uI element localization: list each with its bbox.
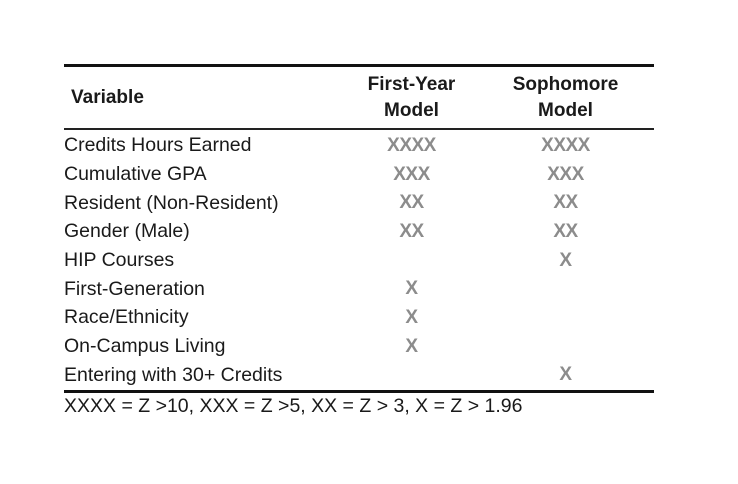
header-first-year-line2: Model <box>384 99 439 121</box>
header-sophomore-line1: Sophomore <box>512 73 619 95</box>
row-first-year-mark: X <box>405 335 418 357</box>
top-rule <box>64 64 654 67</box>
row-variable: Gender (Male) <box>64 220 190 243</box>
bottom-rule <box>64 389 654 393</box>
header-first-year-line1: First-Year <box>367 73 456 95</box>
table-row: Credits Hours Earned XXXX XXXX <box>64 132 654 161</box>
row-first-year-mark: X <box>405 306 418 328</box>
row-variable: Entering with 30+ Credits <box>64 363 283 386</box>
table-row: Entering with 30+ Credits X <box>64 361 654 390</box>
row-variable: On-Campus Living <box>64 335 226 358</box>
header-first-year-model: First-Year Model <box>346 72 477 124</box>
table-row: Cumulative GPA XXX XXX <box>64 160 654 189</box>
row-sophomore-mark: XX <box>553 192 578 214</box>
row-first-year-mark: X <box>405 278 418 300</box>
row-variable: Resident (Non-Resident) <box>64 191 279 214</box>
significance-table: Variable First-Year Model Sophomore Mode… <box>64 64 654 393</box>
row-sophomore-mark: X <box>559 364 572 386</box>
row-variable: HIP Courses <box>64 249 175 272</box>
row-variable: First-Generation <box>64 277 205 300</box>
table-row: First-Generation X <box>64 275 654 304</box>
row-sophomore-mark: X <box>559 249 572 271</box>
header-row: Variable First-Year Model Sophomore Mode… <box>64 67 654 128</box>
table-row: Race/Ethnicity X <box>64 304 654 333</box>
row-variable: Cumulative GPA <box>64 163 207 186</box>
table-row: Gender (Male) XX XX <box>64 218 654 247</box>
row-first-year-mark: XX <box>399 220 424 242</box>
table-row: HIP Courses X <box>64 246 654 275</box>
row-first-year-mark: XX <box>399 192 424 214</box>
row-variable: Race/Ethnicity <box>64 306 189 329</box>
row-variable: Credits Hours Earned <box>64 134 252 157</box>
header-sophomore-model: Sophomore Model <box>477 72 654 124</box>
table-row: Resident (Non-Resident) XX XX <box>64 189 654 218</box>
table-footnote: XXXX = Z >10, XXX = Z >5, XX = Z > 3, X … <box>64 395 523 417</box>
table-body: Credits Hours Earned XXXX XXXX Cumulativ… <box>64 130 654 390</box>
header-rule <box>64 128 654 130</box>
header-variable: Variable <box>71 86 144 108</box>
row-sophomore-mark: XXX <box>547 163 584 185</box>
row-sophomore-mark: XXXX <box>541 134 590 156</box>
header-sophomore-line2: Model <box>538 99 593 121</box>
row-sophomore-mark: XX <box>553 220 578 242</box>
row-first-year-mark: XXX <box>393 163 430 185</box>
row-first-year-mark: XXXX <box>387 134 436 156</box>
table-row: On-Campus Living X <box>64 332 654 361</box>
